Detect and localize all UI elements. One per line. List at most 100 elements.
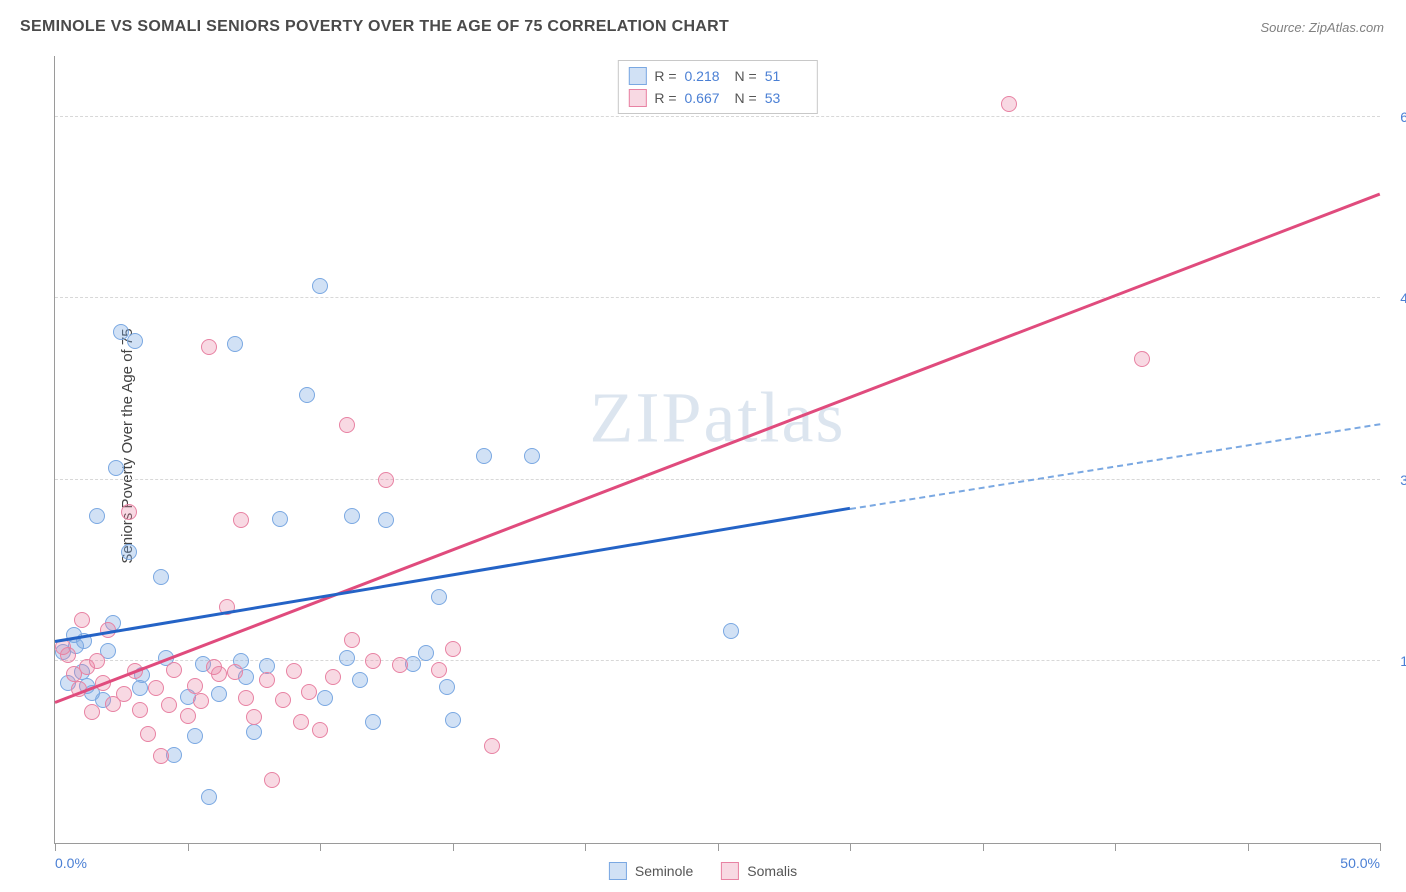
scatter-point [153, 748, 169, 764]
scatter-point [211, 666, 227, 682]
x-tick [320, 843, 321, 851]
scatter-point [153, 569, 169, 585]
scatter-point [484, 738, 500, 754]
source-attribution: Source: ZipAtlas.com [1260, 20, 1384, 35]
scatter-point [325, 669, 341, 685]
x-tick [983, 843, 984, 851]
legend-item: Somalis [721, 862, 797, 880]
x-tick-label: 50.0% [1340, 855, 1380, 871]
trend-line [54, 192, 1380, 703]
scatter-point [74, 612, 90, 628]
legend-swatch [609, 862, 627, 880]
legend-swatch [721, 862, 739, 880]
gridline [55, 660, 1380, 661]
scatter-point [723, 623, 739, 639]
scatter-point [524, 448, 540, 464]
scatter-point [201, 789, 217, 805]
scatter-point [445, 712, 461, 728]
x-tick [1380, 843, 1381, 851]
scatter-point [301, 684, 317, 700]
scatter-point [161, 697, 177, 713]
legend-stats-box: R =0.218N =51R =0.667N =53 [617, 60, 817, 114]
x-tick [718, 843, 719, 851]
y-tick-label: 60.0% [1385, 109, 1406, 125]
scatter-point [127, 333, 143, 349]
scatter-point [89, 508, 105, 524]
stat-n-value: 51 [765, 68, 807, 84]
scatter-point [272, 511, 288, 527]
y-tick-label: 15.0% [1385, 653, 1406, 669]
plot-area: ZIPatlas R =0.218N =51R =0.667N =53 15.0… [54, 56, 1380, 844]
x-tick [453, 843, 454, 851]
scatter-point [233, 512, 249, 528]
scatter-point [431, 662, 447, 678]
scatter-point [121, 504, 137, 520]
scatter-point [84, 704, 100, 720]
scatter-point [1001, 96, 1017, 112]
legend-label: Seminole [635, 863, 693, 879]
chart-title: SEMINOLE VS SOMALI SENIORS POVERTY OVER … [20, 18, 729, 36]
scatter-point [264, 772, 280, 788]
scatter-point [132, 702, 148, 718]
legend-item: Seminole [609, 862, 693, 880]
scatter-point [275, 692, 291, 708]
stat-n-label: N = [735, 68, 757, 84]
scatter-point [378, 472, 394, 488]
x-tick [1248, 843, 1249, 851]
x-tick [188, 843, 189, 851]
y-tick-label: 30.0% [1385, 472, 1406, 488]
legend-stat-row: R = 0.218 N = 51 [628, 65, 806, 87]
stat-r-value: 0.667 [685, 90, 727, 106]
scatter-point [378, 512, 394, 528]
scatter-point [140, 726, 156, 742]
scatter-point [476, 448, 492, 464]
scatter-point [299, 387, 315, 403]
x-tick [1115, 843, 1116, 851]
scatter-point [293, 714, 309, 730]
stat-n-value: 53 [765, 90, 807, 106]
scatter-point [148, 680, 164, 696]
scatter-point [344, 508, 360, 524]
gridline [55, 479, 1380, 480]
scatter-point [246, 724, 262, 740]
scatter-point [286, 663, 302, 679]
scatter-point [211, 686, 227, 702]
scatter-point [312, 722, 328, 738]
x-tick [55, 843, 56, 851]
bottom-legend: Seminole Somalis [609, 862, 797, 880]
scatter-point [166, 662, 182, 678]
scatter-point [246, 709, 262, 725]
scatter-point [365, 714, 381, 730]
scatter-point [445, 641, 461, 657]
scatter-point [392, 657, 408, 673]
scatter-point [227, 664, 243, 680]
scatter-point [187, 678, 203, 694]
legend-swatch [628, 67, 646, 85]
scatter-point [418, 645, 434, 661]
scatter-point [259, 672, 275, 688]
scatter-point [365, 653, 381, 669]
scatter-point [344, 632, 360, 648]
legend-label: Somalis [747, 863, 797, 879]
scatter-point [121, 544, 137, 560]
gridline [55, 116, 1380, 117]
scatter-point [317, 690, 333, 706]
gridline [55, 297, 1380, 298]
stat-r-label: R = [654, 90, 676, 106]
legend-swatch [628, 89, 646, 107]
scatter-point [1134, 351, 1150, 367]
scatter-point [180, 708, 196, 724]
scatter-point [201, 339, 217, 355]
stat-r-label: R = [654, 68, 676, 84]
scatter-point [238, 690, 254, 706]
scatter-point [431, 589, 447, 605]
scatter-point [60, 647, 76, 663]
scatter-point [439, 679, 455, 695]
scatter-point [227, 336, 243, 352]
trend-line [850, 423, 1380, 510]
stat-r-value: 0.218 [685, 68, 727, 84]
x-tick-label: 0.0% [55, 855, 87, 871]
scatter-point [312, 278, 328, 294]
x-tick [850, 843, 851, 851]
x-tick [585, 843, 586, 851]
